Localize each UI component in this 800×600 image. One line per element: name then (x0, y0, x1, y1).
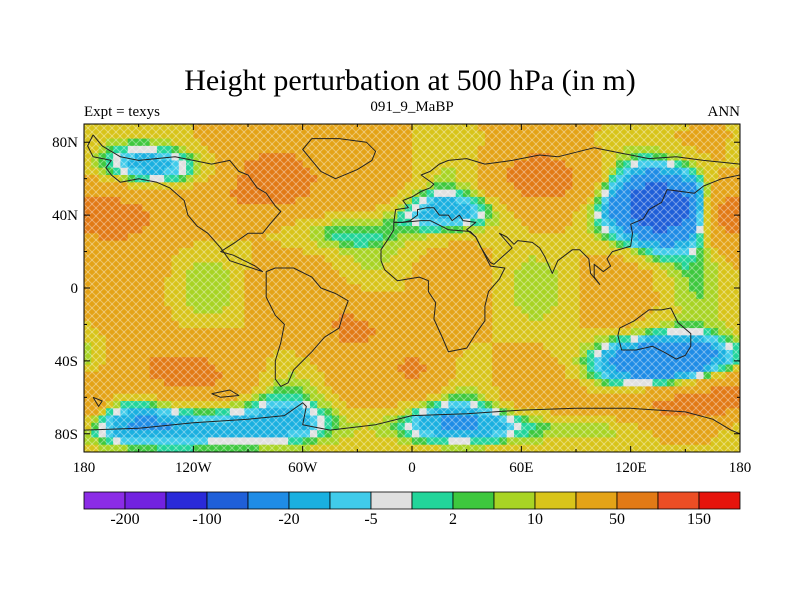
center-label: 091_9_MaBP (370, 99, 453, 115)
colorbar-swatch (165, 491, 208, 510)
coastline (211, 389, 240, 398)
colorbar-label: 10 (527, 511, 543, 528)
coastline (92, 396, 103, 407)
colorbar-swatch (698, 491, 741, 510)
x-axis: 180 120W 60W 0 60E 120E 180 (73, 124, 752, 476)
coastline (84, 402, 740, 435)
colorbar-label: 2 (449, 511, 457, 528)
coastlines (84, 134, 740, 435)
colorbar-swatch (575, 491, 618, 510)
y-tick-label: 0 (71, 281, 79, 297)
colorbar-swatch (329, 491, 372, 510)
right-label: ANN (708, 104, 741, 120)
y-tick-label: 80S (55, 427, 78, 443)
coastline (380, 220, 506, 353)
stipple-overlay (84, 124, 740, 452)
colorbar-label: -5 (364, 511, 377, 528)
coastline (87, 134, 282, 273)
colorbar-label: -200 (110, 511, 139, 528)
coastline (302, 138, 377, 180)
colorbar: -200 -100 -20 -5 2 10 50 150 (83, 491, 741, 528)
y-axis: 80N 40N 0 40S 80S (52, 135, 740, 443)
x-tick-label: 0 (408, 460, 416, 476)
x-tick-label: 120W (175, 460, 213, 476)
x-tick-label: 180 (73, 460, 96, 476)
colorbar-swatch (370, 491, 413, 510)
colorbar-label: 150 (687, 511, 711, 528)
colorbar-label: -100 (192, 511, 221, 528)
colorbar-swatch (616, 491, 659, 510)
colorbar-swatch (83, 491, 126, 510)
x-tick-label: 60E (509, 460, 533, 476)
colorbar-label: 50 (609, 511, 625, 528)
colorbar-swatch (247, 491, 290, 510)
left-label: Expt = texys (84, 104, 160, 120)
x-tick-label: 180 (729, 460, 752, 476)
colorbar-swatch (411, 491, 454, 510)
colorbar-swatch (657, 491, 700, 510)
x-tick-label: 120E (615, 460, 647, 476)
y-tick-label: 80N (52, 135, 78, 151)
chart-title: Height perturbation at 500 hPa (in m) (184, 64, 636, 97)
y-tick-label: 40S (55, 354, 78, 370)
colorbar-swatch (493, 491, 536, 510)
coastline (393, 147, 740, 285)
colorbar-swatch (534, 491, 577, 510)
y-tick-label: 40N (52, 208, 78, 224)
colorbar-label: -20 (278, 511, 299, 528)
x-tick-label: 60W (288, 460, 318, 476)
coastline (617, 307, 692, 360)
coastline (265, 267, 349, 387)
colorbar-swatch (124, 491, 167, 510)
colorbar-swatch (206, 491, 249, 510)
plot-area (84, 124, 740, 452)
colorbar-swatch (452, 491, 495, 510)
colorbar-swatch (288, 491, 331, 510)
